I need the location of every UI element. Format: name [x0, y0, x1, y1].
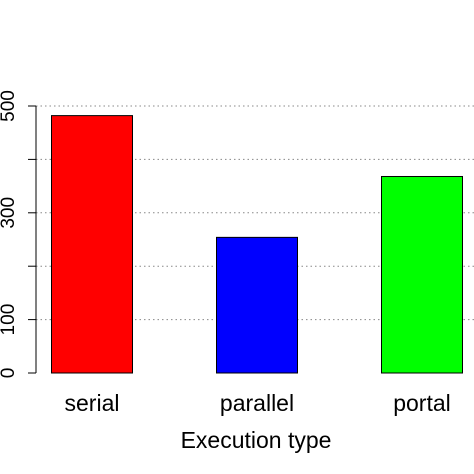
category-label-portal: portal: [393, 390, 451, 416]
bar-portal: [381, 175, 463, 374]
x-axis-title: Execution type: [181, 427, 332, 453]
bar-parallel: [216, 236, 298, 374]
category-label-serial: serial: [65, 390, 120, 416]
y-tick-label-100: 100: [0, 304, 19, 336]
y-tick-label-300: 300: [0, 197, 19, 229]
y-tick-label-500: 500: [0, 90, 19, 122]
y-tick-label-0: 0: [0, 368, 19, 379]
bar-serial: [51, 115, 133, 374]
category-label-parallel: parallel: [220, 390, 294, 416]
bars-layer: [51, 115, 463, 374]
y-axis: 0 100 300 500: [0, 90, 37, 379]
x-category-labels: serial parallel portal: [65, 390, 451, 416]
